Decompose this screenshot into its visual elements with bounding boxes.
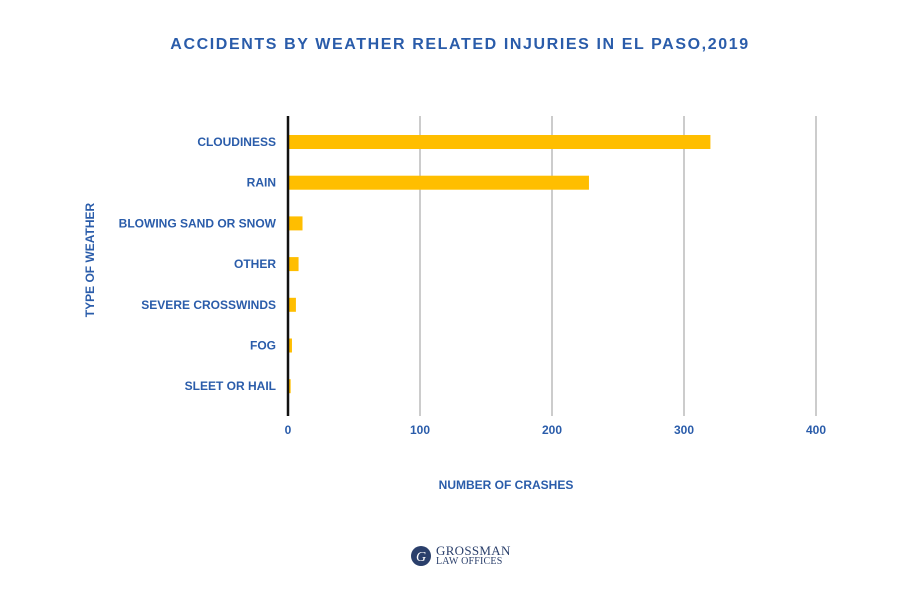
x-axis-title: NUMBER OF CRASHES (439, 478, 574, 492)
bar (288, 216, 303, 231)
x-tick-labels: 0 100 200 300 400 (285, 423, 827, 437)
category-label: CLOUDINESS (197, 135, 276, 149)
category-label: SEVERE CROSSWINDS (141, 298, 276, 312)
bar (288, 379, 291, 394)
bar (288, 135, 711, 149)
grossman-logo: G GROSSMAN LAW OFFICES (410, 543, 511, 567)
category-label: RAIN (247, 176, 276, 190)
x-tick-label: 0 (285, 423, 292, 437)
x-tick-label: 200 (542, 423, 562, 437)
category-label: BLOWING SAND OR SNOW (119, 216, 277, 230)
category-label: SLEET OR HAIL (185, 379, 276, 393)
bar (288, 257, 299, 272)
bar (288, 297, 296, 312)
logo-mark-letter: G (416, 550, 426, 565)
bar (288, 338, 292, 353)
bars (288, 135, 711, 394)
logo-mark-icon: G (411, 546, 431, 566)
category-label: OTHER (234, 257, 276, 271)
bar (288, 175, 589, 190)
chart-title: ACCIDENTS BY WEATHER RELATED INJURIES IN… (170, 36, 750, 53)
logo-text: GROSSMAN LAW OFFICES (436, 543, 511, 567)
y-axis-title: TYPE OF WEATHER (83, 202, 97, 317)
gridlines (419, 116, 817, 416)
category-labels: CLOUDINESS RAIN BLOWING SAND OR SNOW OTHER S… (119, 135, 277, 393)
category-label: FOG (250, 339, 276, 353)
logo-line2: LAW OFFICES (436, 556, 503, 567)
x-tick-label: 400 (806, 423, 826, 437)
x-tick-label: 100 (410, 423, 430, 437)
logo-line1: GROSSMAN (436, 543, 511, 558)
x-tick-label: 300 (674, 423, 694, 437)
